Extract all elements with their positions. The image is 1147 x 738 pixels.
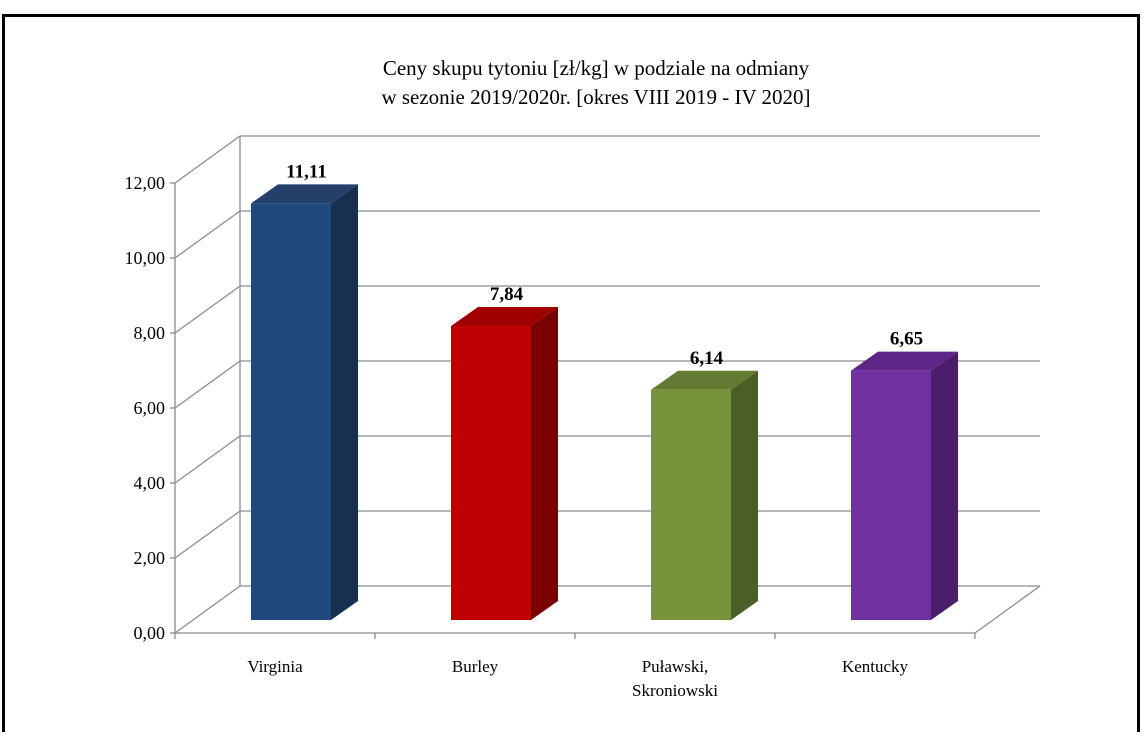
y-tick-label-2: 4,00 bbox=[134, 473, 166, 493]
side-wall-line-4 bbox=[174, 285, 241, 334]
bar-side-3 bbox=[931, 351, 958, 620]
side-wall-line-3 bbox=[174, 360, 241, 409]
bar-top-2 bbox=[651, 370, 758, 390]
x-tick-label-2-line-1: Puławski, bbox=[642, 657, 709, 676]
data-label-2: 6,14 bbox=[690, 348, 724, 369]
side-wall-line-5 bbox=[174, 210, 241, 259]
side-wall-line-6 bbox=[174, 135, 241, 184]
side-wall-line-0 bbox=[174, 585, 241, 634]
side-wall-line-1 bbox=[174, 510, 241, 559]
x-tick-label-3: Kentucky bbox=[842, 657, 909, 676]
bar-0 bbox=[251, 203, 331, 620]
y-tick-label-3: 6,00 bbox=[134, 398, 166, 418]
x-tick-label-1: Burley bbox=[452, 657, 499, 676]
data-label-1: 7,84 bbox=[490, 284, 524, 305]
data-label-0: 11,11 bbox=[286, 161, 327, 182]
bar-top-3 bbox=[851, 351, 958, 371]
bar-2 bbox=[651, 389, 731, 620]
x-tick-label-0: Virginia bbox=[247, 657, 303, 676]
bar-side-2 bbox=[731, 370, 758, 620]
side-wall-line-2 bbox=[174, 435, 241, 484]
bar-top-0 bbox=[251, 184, 358, 204]
bar-top-1 bbox=[451, 307, 558, 326]
y-tick-label-0: 0,00 bbox=[134, 623, 166, 643]
y-tick-label-1: 2,00 bbox=[134, 548, 166, 568]
bar-1 bbox=[451, 326, 531, 620]
data-label-3: 6,65 bbox=[890, 329, 923, 350]
y-tick-label-6: 12,00 bbox=[125, 173, 166, 193]
y-tick-label-5: 10,00 bbox=[125, 248, 166, 268]
chart-title-line-1: Ceny skupu tytoniu [zł/kg] w podziale na… bbox=[383, 56, 810, 80]
floor-right-edge bbox=[974, 585, 1041, 634]
x-tick-label-2-line-2: Skroniowski bbox=[632, 681, 718, 700]
bar-side-1 bbox=[531, 307, 558, 620]
y-tick-label-4: 8,00 bbox=[134, 323, 166, 343]
bar-3 bbox=[851, 370, 931, 620]
chart-title-line-2: w sezonie 2019/2020r. [okres VIII 2019 -… bbox=[381, 85, 810, 109]
bar-side-0 bbox=[331, 184, 358, 620]
